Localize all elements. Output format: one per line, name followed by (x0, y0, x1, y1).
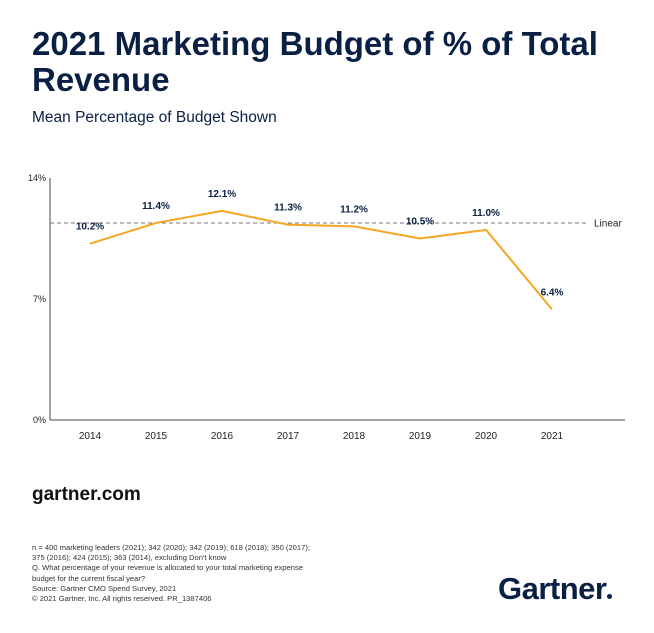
x-tick-label: 2015 (145, 431, 168, 442)
data-label: 11.2% (340, 204, 368, 215)
gartner-logo: Gartner (498, 571, 613, 607)
x-tick-label: 2021 (541, 431, 564, 442)
x-tick-label: 2019 (409, 431, 432, 442)
site-link[interactable]: gartner.com (32, 484, 141, 505)
line-chart: 0% 7% 14% 2014 2015 2016 2017 2018 2019 2020 2021 L… (28, 173, 625, 442)
footnote-line: budget for the current fiscal year? (32, 573, 146, 583)
data-label: 10.5% (406, 217, 434, 228)
footnote-line: Q. What percentage of your revenue is al… (32, 563, 303, 573)
x-tick-label: 2017 (277, 431, 300, 442)
logo-dot (607, 594, 613, 599)
footnote-line: 375 (2016); 424 (2015); 363 (2014), excl… (32, 553, 227, 563)
logo-text: Gartner (498, 571, 607, 606)
y-tick-label: 0% (33, 415, 46, 425)
y-tick-label: 7% (33, 294, 46, 304)
footnote-line: Source: Gartner CMO Spend Survey, 2021 (32, 583, 177, 593)
footnotes: n = 400 marketing leaders (2021); 342 (2… (32, 543, 362, 604)
footnote-line: © 2021 Gartner, Inc. All rights reserved… (32, 594, 212, 604)
chart-title: 2021 Marketing Budget of % of Total Reve… (32, 25, 598, 98)
x-tick-label: 2020 (475, 431, 498, 442)
trendline-label: Linear (594, 218, 622, 229)
data-label: 11.4% (142, 201, 170, 212)
x-tick-label: 2018 (343, 431, 366, 442)
data-label: 6.4% (541, 287, 564, 298)
series-line (89, 209, 553, 311)
data-label: 10.2% (76, 222, 104, 233)
y-tick-label: 14% (28, 173, 46, 183)
data-label: 12.1% (208, 189, 236, 200)
x-tick-label: 2016 (211, 431, 234, 442)
footnote-line: n = 400 marketing leaders (2021); 342 (2… (32, 543, 310, 552)
chart-subtitle: Mean Percentage of Budget Shown (32, 109, 277, 126)
data-label: 11.3% (274, 203, 302, 214)
x-tick-label: 2014 (79, 431, 102, 442)
data-label: 11.0% (472, 208, 500, 219)
